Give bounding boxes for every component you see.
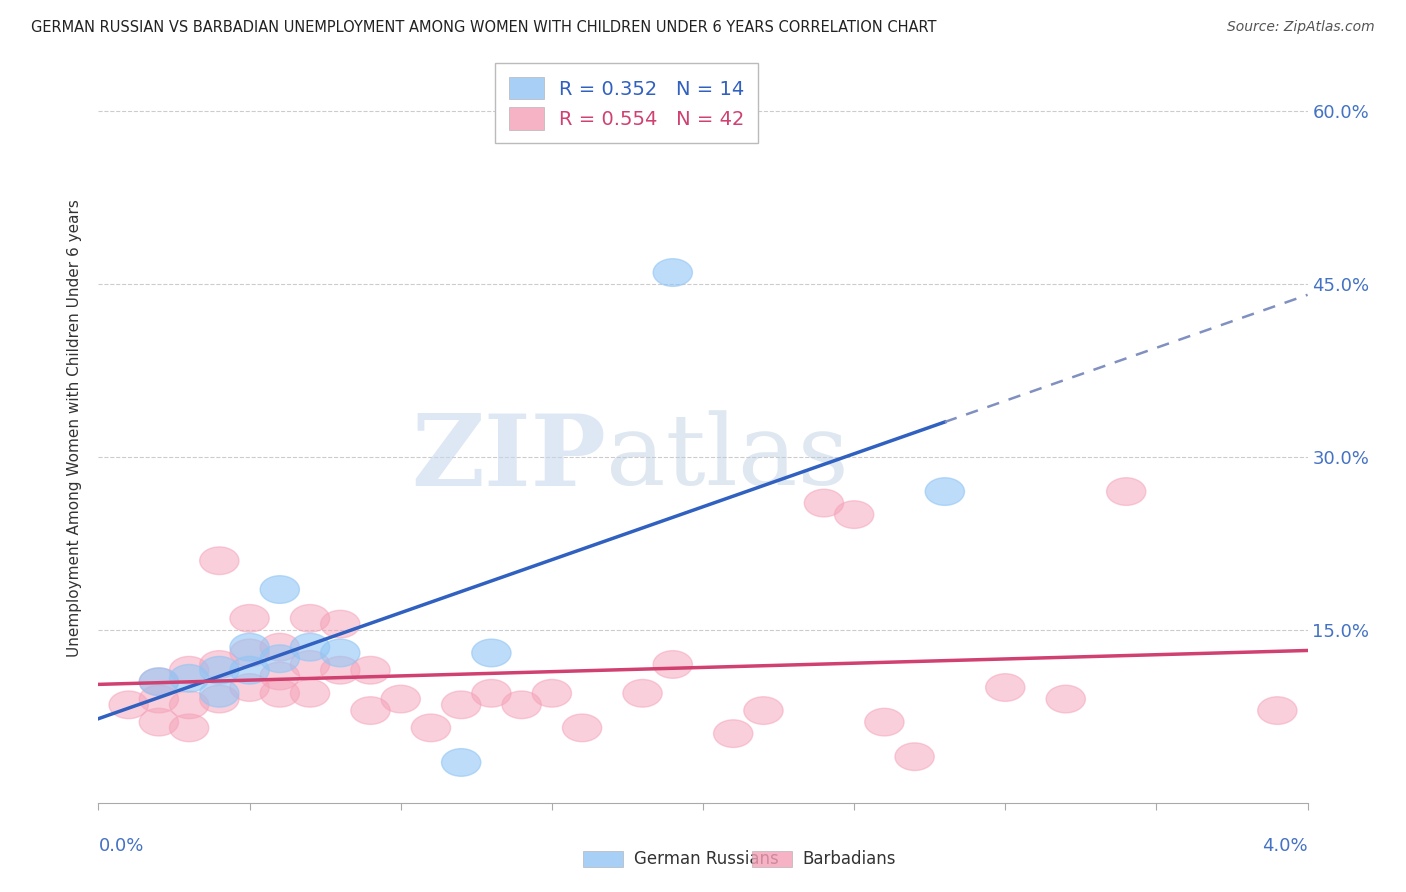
Ellipse shape bbox=[623, 680, 662, 707]
Ellipse shape bbox=[231, 673, 269, 701]
Ellipse shape bbox=[744, 697, 783, 724]
Ellipse shape bbox=[925, 478, 965, 506]
Ellipse shape bbox=[139, 668, 179, 696]
Ellipse shape bbox=[139, 668, 179, 696]
Ellipse shape bbox=[200, 685, 239, 713]
Ellipse shape bbox=[200, 547, 239, 574]
Ellipse shape bbox=[472, 639, 510, 667]
Ellipse shape bbox=[352, 697, 389, 724]
Text: ZIP: ZIP bbox=[412, 409, 606, 507]
Ellipse shape bbox=[231, 633, 269, 661]
Ellipse shape bbox=[533, 680, 571, 707]
Ellipse shape bbox=[260, 633, 299, 661]
Ellipse shape bbox=[139, 685, 179, 713]
Ellipse shape bbox=[200, 650, 239, 678]
Ellipse shape bbox=[170, 665, 208, 692]
Text: Source: ZipAtlas.com: Source: ZipAtlas.com bbox=[1227, 20, 1375, 34]
Ellipse shape bbox=[381, 685, 420, 713]
Ellipse shape bbox=[170, 657, 208, 684]
Ellipse shape bbox=[231, 639, 269, 667]
Ellipse shape bbox=[260, 575, 299, 603]
Ellipse shape bbox=[170, 714, 208, 742]
Ellipse shape bbox=[1258, 697, 1296, 724]
Ellipse shape bbox=[896, 743, 934, 771]
Ellipse shape bbox=[654, 650, 692, 678]
Text: atlas: atlas bbox=[606, 410, 849, 506]
Y-axis label: Unemployment Among Women with Children Under 6 years: Unemployment Among Women with Children U… bbox=[67, 199, 83, 657]
Ellipse shape bbox=[321, 639, 360, 667]
Ellipse shape bbox=[441, 691, 481, 719]
Legend: R = 0.352   N = 14, R = 0.554   N = 42: R = 0.352 N = 14, R = 0.554 N = 42 bbox=[495, 63, 758, 143]
Ellipse shape bbox=[412, 714, 450, 742]
Ellipse shape bbox=[1107, 478, 1146, 506]
Ellipse shape bbox=[502, 691, 541, 719]
Ellipse shape bbox=[804, 489, 844, 517]
Ellipse shape bbox=[231, 605, 269, 632]
Ellipse shape bbox=[139, 708, 179, 736]
Ellipse shape bbox=[352, 657, 389, 684]
Ellipse shape bbox=[714, 720, 752, 747]
Ellipse shape bbox=[1046, 685, 1085, 713]
Ellipse shape bbox=[986, 673, 1025, 701]
Ellipse shape bbox=[200, 680, 239, 707]
Ellipse shape bbox=[291, 650, 329, 678]
Text: German Russians: German Russians bbox=[634, 850, 779, 868]
Ellipse shape bbox=[654, 259, 692, 286]
Ellipse shape bbox=[291, 633, 329, 661]
Text: 0.0%: 0.0% bbox=[98, 837, 143, 855]
Ellipse shape bbox=[865, 708, 904, 736]
Ellipse shape bbox=[291, 605, 329, 632]
Ellipse shape bbox=[260, 662, 299, 690]
Ellipse shape bbox=[260, 645, 299, 673]
Ellipse shape bbox=[260, 680, 299, 707]
Text: GERMAN RUSSIAN VS BARBADIAN UNEMPLOYMENT AMONG WOMEN WITH CHILDREN UNDER 6 YEARS: GERMAN RUSSIAN VS BARBADIAN UNEMPLOYMENT… bbox=[31, 20, 936, 35]
Text: Barbadians: Barbadians bbox=[803, 850, 897, 868]
Ellipse shape bbox=[200, 657, 239, 684]
Text: 4.0%: 4.0% bbox=[1263, 837, 1308, 855]
Ellipse shape bbox=[170, 691, 208, 719]
Ellipse shape bbox=[321, 610, 360, 638]
Ellipse shape bbox=[110, 691, 148, 719]
Ellipse shape bbox=[441, 748, 481, 776]
Ellipse shape bbox=[231, 657, 269, 684]
Ellipse shape bbox=[835, 500, 873, 528]
Ellipse shape bbox=[562, 714, 602, 742]
Ellipse shape bbox=[291, 680, 329, 707]
Ellipse shape bbox=[321, 657, 360, 684]
Ellipse shape bbox=[472, 680, 510, 707]
